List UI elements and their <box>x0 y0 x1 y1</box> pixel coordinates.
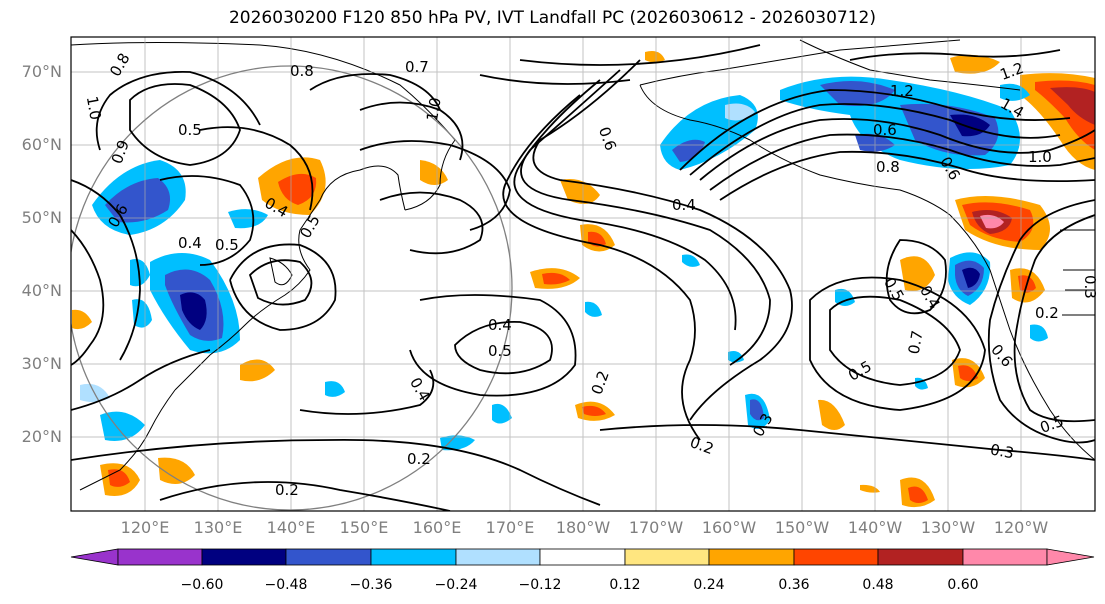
lon-label: 130°W <box>920 518 976 537</box>
lat-label: 20°N <box>21 427 62 446</box>
contour-label: 1.0 <box>1028 148 1052 166</box>
colorbar-tick-label: 0.36 <box>778 577 810 593</box>
colorbar-segment <box>455 548 541 566</box>
lon-label: 170°W <box>628 518 684 537</box>
lon-label: 120°W <box>993 518 1049 537</box>
colorbar-segment <box>624 548 710 566</box>
colorbar-tick-label: −0.12 <box>518 577 562 593</box>
lat-label: 70°N <box>21 62 62 81</box>
lon-label: 150°W <box>774 518 830 537</box>
colorbar-segment <box>201 548 287 566</box>
contour-label: 0.8 <box>290 62 314 80</box>
lon-label: 140°E <box>266 518 316 537</box>
lon-label: 130°E <box>193 518 243 537</box>
contour-label: 0.5 <box>215 236 239 254</box>
colorbar-segment <box>877 548 964 566</box>
contour-label: 0.7 <box>405 58 429 76</box>
lat-label: 60°N <box>21 135 62 154</box>
contour-label: 0.2 <box>407 450 431 468</box>
map-frame <box>70 36 1096 512</box>
contour-label: 0.6 <box>873 121 897 139</box>
colorbar-tick-label: 0.60 <box>947 577 979 593</box>
radius-circle <box>71 65 513 511</box>
contour-label: 0.4 <box>178 234 202 252</box>
lon-label: 160°W <box>701 518 757 537</box>
lat-label: 50°N <box>21 208 62 227</box>
lon-label: 160°E <box>412 518 462 537</box>
contour-label: 0.2 <box>1035 304 1059 322</box>
lon-label: 170°E <box>485 518 535 537</box>
colorbar-tick-label: 0.12 <box>609 577 641 593</box>
pv-positive-fills <box>72 51 1095 508</box>
colorbar-segment <box>962 548 1048 566</box>
contour-label: 0.4 <box>672 196 696 214</box>
colorbar-segment <box>793 548 879 566</box>
contour-label: 0.3 <box>989 440 1016 462</box>
lat-label: 40°N <box>21 281 62 300</box>
graticule <box>71 37 1095 511</box>
colorbar-arrow-left <box>70 548 119 566</box>
colorbar-segment <box>370 548 457 566</box>
contour-label: 1.0 <box>423 96 445 123</box>
colorbar-tick-label: −0.60 <box>180 577 224 593</box>
contour-label: 0.3 <box>1081 275 1099 299</box>
colorbar-segment <box>708 548 795 566</box>
contour-label: 0.2 <box>275 481 299 499</box>
contour-label: 0.5 <box>178 121 202 139</box>
lon-label: 180°W <box>555 518 611 537</box>
contour-label: 0.5 <box>488 342 512 360</box>
lon-label: 140°W <box>847 518 903 537</box>
colorbar-segment <box>117 548 203 566</box>
lon-label: 120°E <box>120 518 170 537</box>
colorbar-tick-label: 0.24 <box>693 577 725 593</box>
contour-label: 0.4 <box>488 316 512 334</box>
page-title: 2026030200 F120 850 hPa PV, IVT Landfall… <box>228 8 876 28</box>
coastlines <box>71 39 1095 491</box>
colorbar-tick-label: −0.48 <box>264 577 308 593</box>
colorbar-segment <box>539 548 626 566</box>
colorbar-tick-label: 0.48 <box>862 577 894 593</box>
colorbar-tick-label: −0.36 <box>349 577 393 593</box>
contour-label: 1.2 <box>890 82 914 100</box>
colorbar-tick-label: −0.24 <box>434 577 478 593</box>
contour-label: 0.8 <box>876 158 900 176</box>
lon-label: 150°E <box>339 518 389 537</box>
lat-label: 30°N <box>21 354 62 373</box>
colorbar-arrow-right <box>1046 548 1095 566</box>
pv-contours <box>71 44 1095 511</box>
colorbar-segment <box>285 548 372 566</box>
colorbar <box>70 548 1095 566</box>
contour-label: 1.0 <box>83 95 105 122</box>
contour-label: 0.7 <box>905 329 927 356</box>
